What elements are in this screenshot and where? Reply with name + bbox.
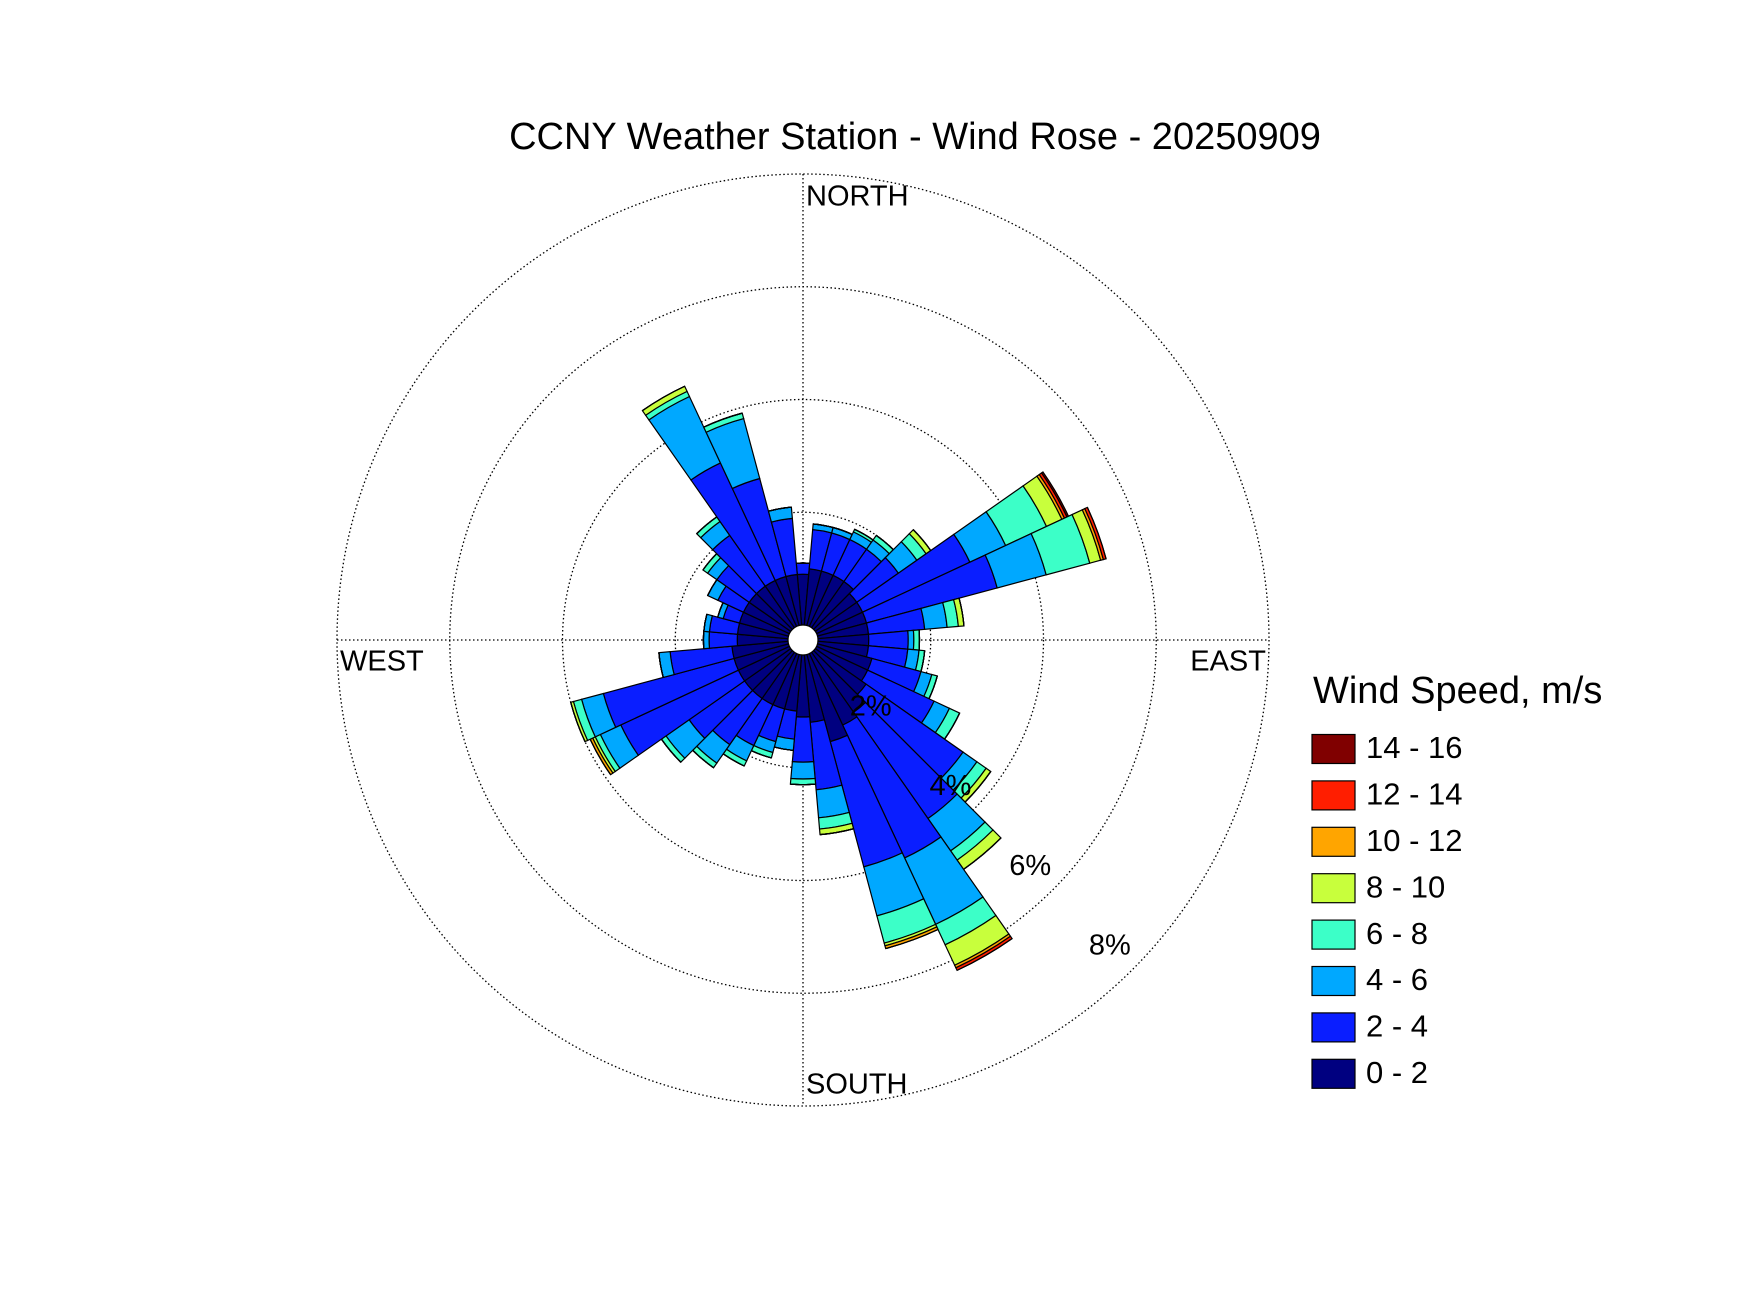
legend-label: 2 - 4 [1366, 1009, 1428, 1044]
legend-swatch [1311, 965, 1356, 997]
compass-label: WEST [340, 646, 424, 678]
rose-segment [907, 629, 915, 651]
legend-label: 4 - 6 [1366, 962, 1428, 997]
r-tick-label: 6% [1009, 850, 1051, 882]
rose-segment [570, 702, 586, 742]
legend-title: Wind Speed, m/s [1313, 670, 1602, 712]
legend-swatch [1311, 1058, 1356, 1089]
compass-label: NORTH [806, 181, 909, 213]
rose-segment [703, 412, 743, 428]
rose-segment [789, 777, 817, 786]
rose-segment [702, 630, 711, 650]
rose-segment [790, 783, 816, 786]
rose-segment [790, 760, 816, 780]
center-hole [787, 624, 819, 656]
grid-ring [336, 173, 1270, 1107]
compass-label: SOUTH [806, 1069, 908, 1101]
legend-label: 14 - 16 [1366, 730, 1463, 765]
legend-label: 10 - 12 [1366, 823, 1463, 858]
legend-swatch [1311, 733, 1356, 765]
rose-segment [912, 629, 921, 651]
legend-swatch [1311, 780, 1356, 811]
compass-label: EAST [1190, 646, 1266, 678]
r-tick-label: 2% [850, 690, 892, 722]
legend-label: 12 - 14 [1366, 777, 1463, 812]
legend-swatch [1311, 826, 1356, 857]
r-tick-label: 8% [1089, 930, 1131, 962]
legend-swatch [1311, 919, 1356, 950]
legend-label: 6 - 8 [1366, 916, 1428, 951]
r-tick-label: 4% [929, 770, 971, 802]
chart-title: CCNY Weather Station - Wind Rose - 20250… [509, 116, 1321, 158]
legend-swatch [1311, 873, 1356, 904]
legend-label: 0 - 2 [1366, 1055, 1428, 1090]
legend-label: 8 - 10 [1366, 869, 1445, 904]
rose-segment [795, 562, 811, 576]
legend-swatch [1311, 1012, 1356, 1043]
